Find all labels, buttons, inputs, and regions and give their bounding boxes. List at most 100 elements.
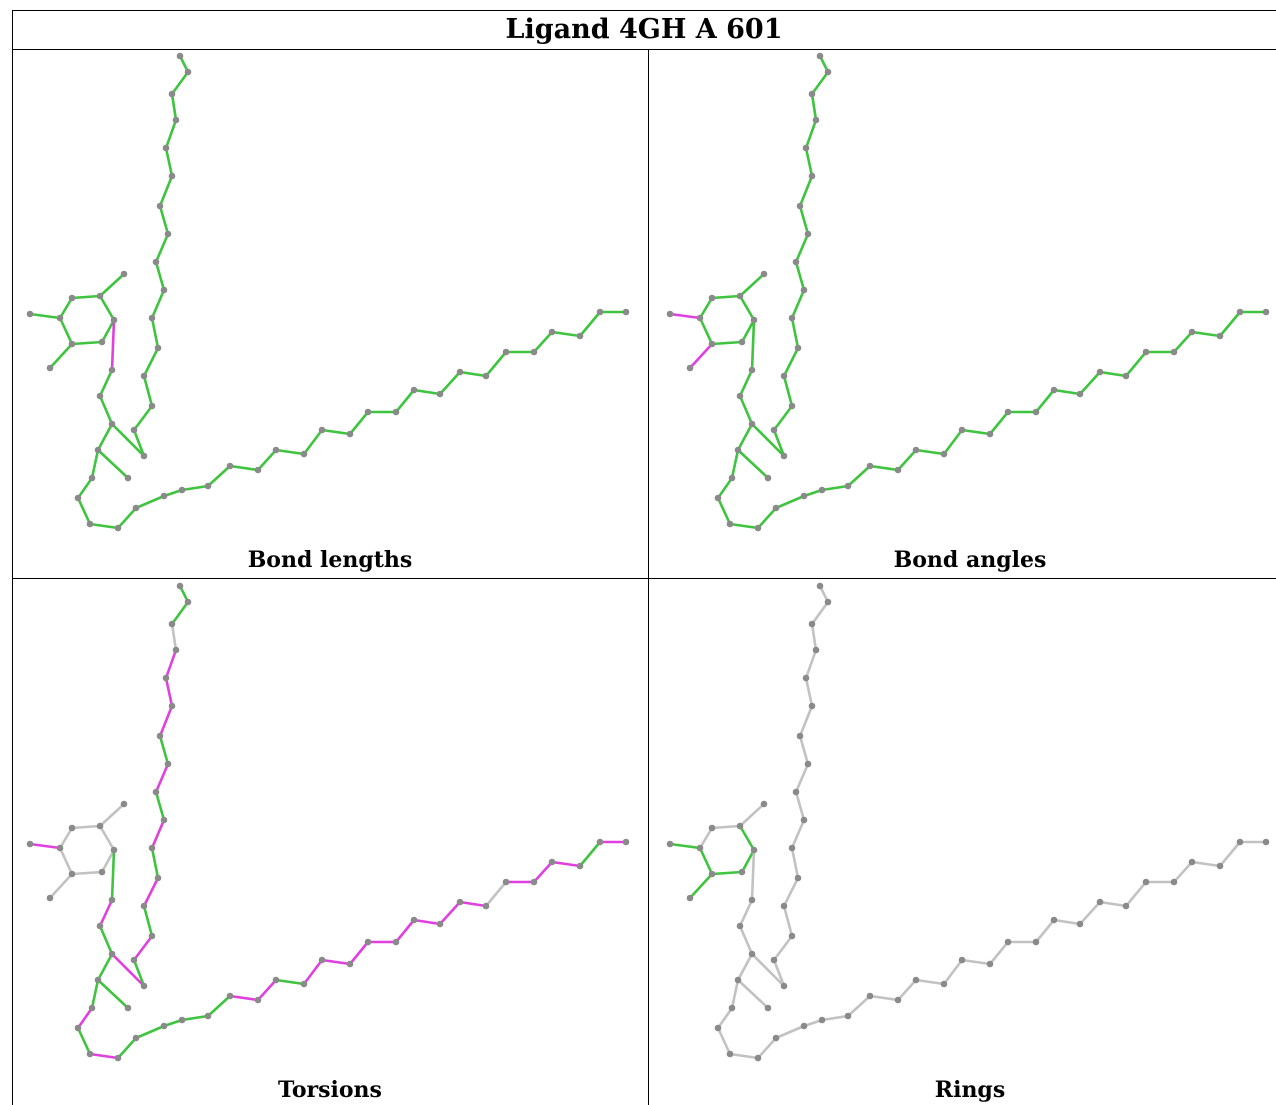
- page-title: Ligand 4GH A 601: [505, 14, 783, 45]
- atom: [162, 144, 170, 152]
- bond: [228, 464, 260, 472]
- atom: [204, 1012, 212, 1020]
- atom: [764, 474, 772, 482]
- bond: [738, 294, 756, 322]
- atom: [548, 858, 556, 866]
- bond: [550, 860, 582, 868]
- bond: [412, 388, 442, 396]
- atom: [824, 68, 832, 76]
- atom: [140, 902, 148, 910]
- bond: [550, 330, 582, 338]
- atom: [940, 450, 948, 458]
- atom: [68, 870, 76, 878]
- atom: [164, 760, 172, 768]
- bond: [142, 374, 154, 408]
- bond: [772, 404, 794, 432]
- atom: [736, 392, 744, 400]
- atom: [792, 788, 800, 796]
- atom: [482, 372, 490, 380]
- atom: [172, 646, 180, 654]
- bond: [804, 676, 814, 708]
- atom: [502, 878, 510, 886]
- atom: [148, 314, 156, 322]
- atom: [124, 1004, 132, 1012]
- atom: [1032, 408, 1040, 416]
- atom: [114, 524, 122, 532]
- atom: [736, 292, 744, 300]
- atom: [1236, 838, 1244, 846]
- bond: [142, 876, 160, 908]
- atom: [1216, 332, 1224, 340]
- atom: [98, 338, 106, 346]
- atom: [178, 486, 186, 494]
- atom: [794, 874, 802, 882]
- atom: [622, 838, 630, 846]
- bond: [100, 848, 116, 874]
- atom: [760, 800, 768, 808]
- atom: [130, 956, 138, 964]
- bond: [960, 958, 992, 966]
- bond: [710, 824, 742, 830]
- atom: [736, 822, 744, 830]
- bond: [738, 368, 754, 398]
- atom: [96, 822, 104, 830]
- atom: [686, 894, 694, 902]
- atom: [1188, 858, 1196, 866]
- atom: [940, 980, 948, 988]
- atom: [816, 52, 824, 60]
- atom: [154, 344, 162, 352]
- atom: [108, 950, 116, 958]
- atom: [1216, 862, 1224, 870]
- bond: [756, 506, 778, 530]
- bond: [142, 346, 160, 378]
- bond: [794, 260, 806, 292]
- bond: [810, 70, 830, 96]
- atom: [94, 976, 102, 984]
- bond: [96, 952, 114, 982]
- bond: [98, 394, 114, 426]
- atom: [824, 598, 832, 606]
- bond: [256, 448, 278, 472]
- atom: [788, 402, 796, 410]
- panel-caption-bond-angles: Bond angles: [893, 547, 1047, 573]
- bond: [698, 296, 714, 320]
- atom: [866, 992, 874, 1000]
- atom: [168, 620, 176, 628]
- bond: [110, 952, 146, 988]
- bond: [688, 872, 714, 900]
- bond: [170, 92, 178, 122]
- atom: [1236, 308, 1244, 316]
- atom: [596, 838, 604, 846]
- bond: [274, 978, 306, 986]
- bond: [394, 388, 416, 414]
- bond: [164, 676, 174, 708]
- frame-left-border: [12, 10, 13, 1105]
- atom: [110, 316, 118, 324]
- atom: [958, 426, 966, 434]
- atom: [436, 920, 444, 928]
- atom: [300, 450, 308, 458]
- atom: [796, 202, 804, 210]
- atom: [728, 1004, 736, 1012]
- atom: [1032, 938, 1040, 946]
- bond: [698, 846, 714, 876]
- atom: [56, 844, 64, 852]
- bond: [988, 410, 1010, 436]
- atom: [958, 956, 966, 964]
- bond: [206, 994, 232, 1018]
- bond: [668, 312, 702, 320]
- bond: [98, 272, 126, 298]
- atom: [696, 314, 704, 322]
- atom: [780, 902, 788, 910]
- bond: [738, 802, 766, 828]
- atom: [318, 426, 326, 434]
- bond: [70, 824, 102, 830]
- atom: [770, 956, 778, 964]
- atom: [772, 504, 780, 512]
- bond: [810, 600, 830, 626]
- atom: [748, 366, 756, 374]
- atom: [1170, 878, 1178, 886]
- bond: [942, 958, 964, 986]
- bond: [804, 146, 814, 178]
- bond: [458, 370, 488, 378]
